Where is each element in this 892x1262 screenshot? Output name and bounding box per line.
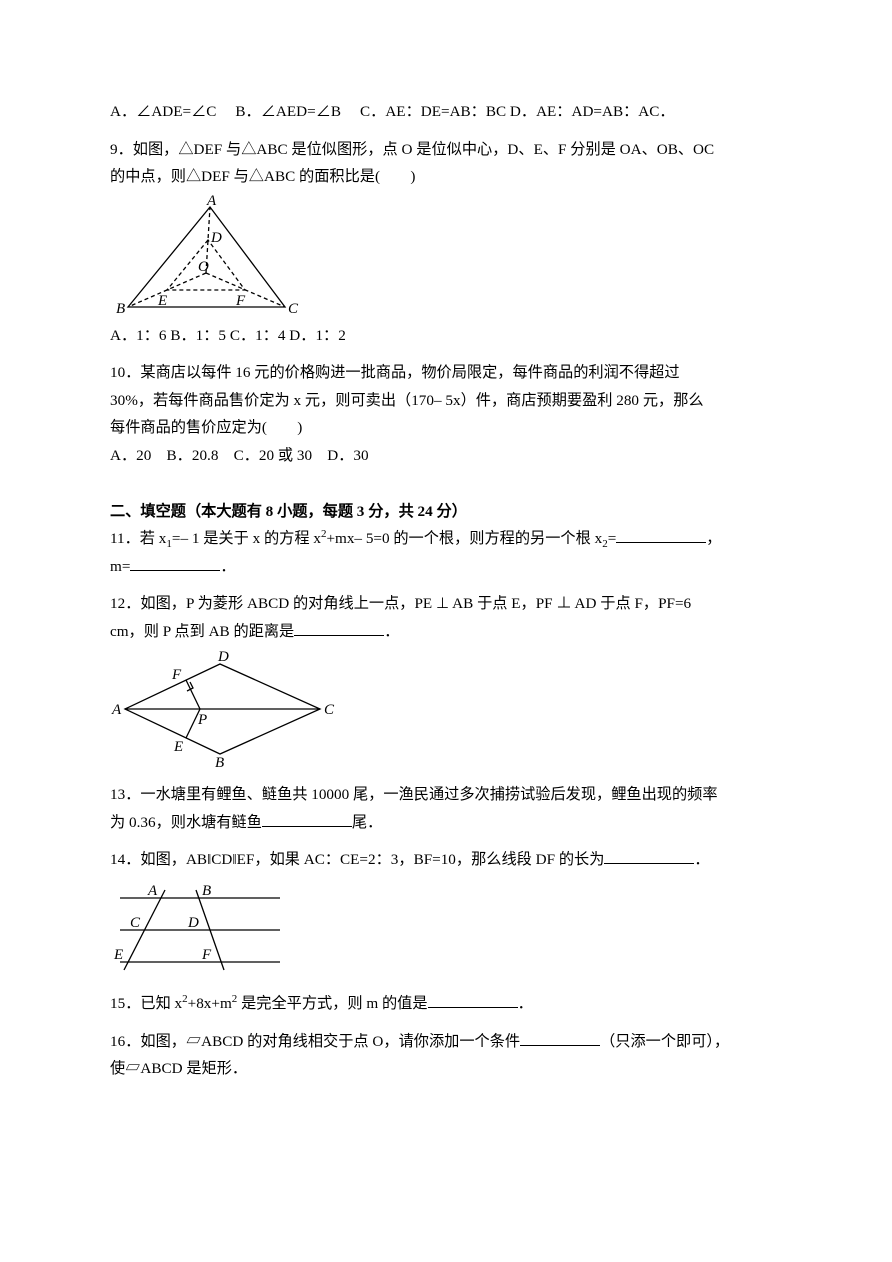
q12-label-A: A xyxy=(111,702,122,718)
q16-blank xyxy=(520,1030,600,1045)
q10-line1: 10．某商店以每件 16 元的价格购进一批商品，物价局限定，每件商品的利润不得超… xyxy=(110,361,782,385)
q9-figure: A B C D E F O xyxy=(110,195,782,320)
q14-label-B: B xyxy=(202,883,211,899)
q9-label-D: D xyxy=(210,230,222,246)
q13-line2: 为 0.36，则水塘有鲢鱼 尾． xyxy=(110,811,782,835)
q9-label-O: O xyxy=(198,259,209,275)
q11-line1: 11．若 x1=– 1 是关于 x 的方程 x2+mx– 5=0 的一个根，则方… xyxy=(110,527,782,551)
section2: 二、填空题（本大题有 8 小题，每题 3 分，共 24 分） 11．若 x1=–… xyxy=(110,500,782,579)
q9-stem-line2: 的中点，则△DEF 与△ABC 的面积比是( ) xyxy=(110,165,782,189)
document-page: A．∠ADE=∠C B．∠AED=∠B C．AE：DE=AB：BC D．AE：A… xyxy=(0,0,892,1262)
q13: 13．一水塘里有鲤鱼、鲢鱼共 10000 尾，一渔民通过多次捕捞试验后发现，鲤鱼… xyxy=(110,783,782,834)
q12-line1: 12．如图，P 为菱形 ABCD 的对角线上一点，PE ⊥ AB 于点 E，PF… xyxy=(110,592,782,616)
q9-options: A．1：6 B．1：5 C．1：4 D．1：2 xyxy=(110,324,782,348)
q9-stem-line1: 9．如图，△DEF 与△ABC 是位似图形，点 O 是位似中心，D、E、F 分别… xyxy=(110,138,782,162)
q14-label-C: C xyxy=(130,915,141,931)
q14-l1b: ． xyxy=(694,851,709,868)
q14-label-F: F xyxy=(201,947,212,963)
q14-line1: 14．如图，AB‖CD‖EF，如果 AC：CE=2：3，BF=10，那么线段 D… xyxy=(110,848,782,872)
q11-line2: m= ． xyxy=(110,555,782,579)
q11-prefix: 11．若 x xyxy=(110,530,166,547)
q11-comma: ， xyxy=(706,530,721,547)
q16-l1a: 16．如图，▱ABCD 的对角线相交于点 O，请你添加一个条件 xyxy=(110,1033,520,1050)
q13-blank xyxy=(262,811,352,826)
q12-svg: A B C D E F P xyxy=(110,649,350,769)
q15-blank xyxy=(428,993,518,1008)
q12-l2a: cm，则 P 点到 AB 的距离是 xyxy=(110,623,294,640)
q14-l1a: 14．如图，AB‖CD‖EF，如果 AC：CE=2：3，BF=10，那么线段 D… xyxy=(110,851,604,868)
q15-b: +8x+m xyxy=(188,995,232,1012)
q9-label-F: F xyxy=(235,293,246,309)
q14-label-E: E xyxy=(113,947,123,963)
q12-label-F: F xyxy=(171,667,182,683)
q12: 12．如图，P 为菱形 ABCD 的对角线上一点，PE ⊥ AB 于点 E，PF… xyxy=(110,592,782,769)
q12-label-P: P xyxy=(197,712,207,728)
q11-blank2 xyxy=(130,555,220,570)
q12-label-B: B xyxy=(215,755,224,769)
q11-eq: = xyxy=(608,530,617,547)
q16: 16．如图，▱ABCD 的对角线相交于点 O，请你添加一个条件 （只添一个即可），… xyxy=(110,1030,782,1081)
q12-l2b: ． xyxy=(384,623,399,640)
q10-options: A．20 B．20.8 C．20 或 30 D．30 xyxy=(110,444,782,468)
q9-label-C: C xyxy=(288,301,299,317)
section2-title: 二、填空题（本大题有 8 小题，每题 3 分，共 24 分） xyxy=(110,500,782,524)
q13-line1: 13．一水塘里有鲤鱼、鲢鱼共 10000 尾，一渔民通过多次捕捞试验后发现，鲤鱼… xyxy=(110,783,782,807)
q11-mid2: +mx– 5=0 的一个根，则方程的另一个根 x xyxy=(326,530,602,547)
q12-label-E: E xyxy=(173,739,183,755)
q13-l2a: 为 0.36，则水塘有鲢鱼 xyxy=(110,814,262,831)
q14-svg: A B C D E F xyxy=(110,878,290,978)
q9-svg: A B C D E F O xyxy=(110,195,310,320)
q15-d: ． xyxy=(518,995,533,1012)
q12-blank xyxy=(294,620,384,635)
q11-l2a: m= xyxy=(110,558,130,575)
q11-l2b: ． xyxy=(220,558,235,575)
q14-label-A: A xyxy=(147,883,158,899)
q12-label-D: D xyxy=(217,649,229,665)
q9-label-B: B xyxy=(116,301,125,317)
q16-line2: 使▱ABCD 是矩形． xyxy=(110,1057,782,1081)
q10-line2: 30%，若每件商品售价定为 x 元，则可卖出（170– 5x）件，商店预期要盈利… xyxy=(110,389,782,413)
q12-figure: A B C D E F P xyxy=(110,649,782,769)
q16-l1b: （只添一个即可）， xyxy=(600,1033,729,1050)
q10-line3: 每件商品的售价应定为( ) xyxy=(110,416,782,440)
q15-line: 15．已知 x2+8x+m2 是完全平方式，则 m 的值是． xyxy=(110,992,782,1016)
q15-a: 15．已知 x xyxy=(110,995,182,1012)
q9-label-A: A xyxy=(206,195,217,209)
q16-line1: 16．如图，▱ABCD 的对角线相交于点 O，请你添加一个条件 （只添一个即可）， xyxy=(110,1030,782,1054)
q11-blank1 xyxy=(616,528,706,543)
q9-label-E: E xyxy=(157,293,167,309)
q9: 9．如图，△DEF 与△ABC 是位似图形，点 O 是位似中心，D、E、F 分别… xyxy=(110,138,782,348)
q10: 10．某商店以每件 16 元的价格购进一批商品，物价局限定，每件商品的利润不得超… xyxy=(110,361,782,467)
q12-line2: cm，则 P 点到 AB 的距离是 ． xyxy=(110,620,782,644)
q14-label-D: D xyxy=(187,915,199,931)
q14: 14．如图，AB‖CD‖EF，如果 AC：CE=2：3，BF=10，那么线段 D… xyxy=(110,848,782,978)
q14-figure: A B C D E F xyxy=(110,878,782,978)
q15-c: 是完全平方式，则 m 的值是 xyxy=(237,995,427,1012)
q13-l2b: 尾． xyxy=(352,814,382,831)
q11-mid1: =– 1 是关于 x 的方程 x xyxy=(172,530,321,547)
q8-options: A．∠ADE=∠C B．∠AED=∠B C．AE：DE=AB：BC D．AE：A… xyxy=(110,100,782,124)
q12-label-C: C xyxy=(324,702,335,718)
q15: 15．已知 x2+8x+m2 是完全平方式，则 m 的值是． xyxy=(110,992,782,1016)
q14-blank xyxy=(604,849,694,864)
